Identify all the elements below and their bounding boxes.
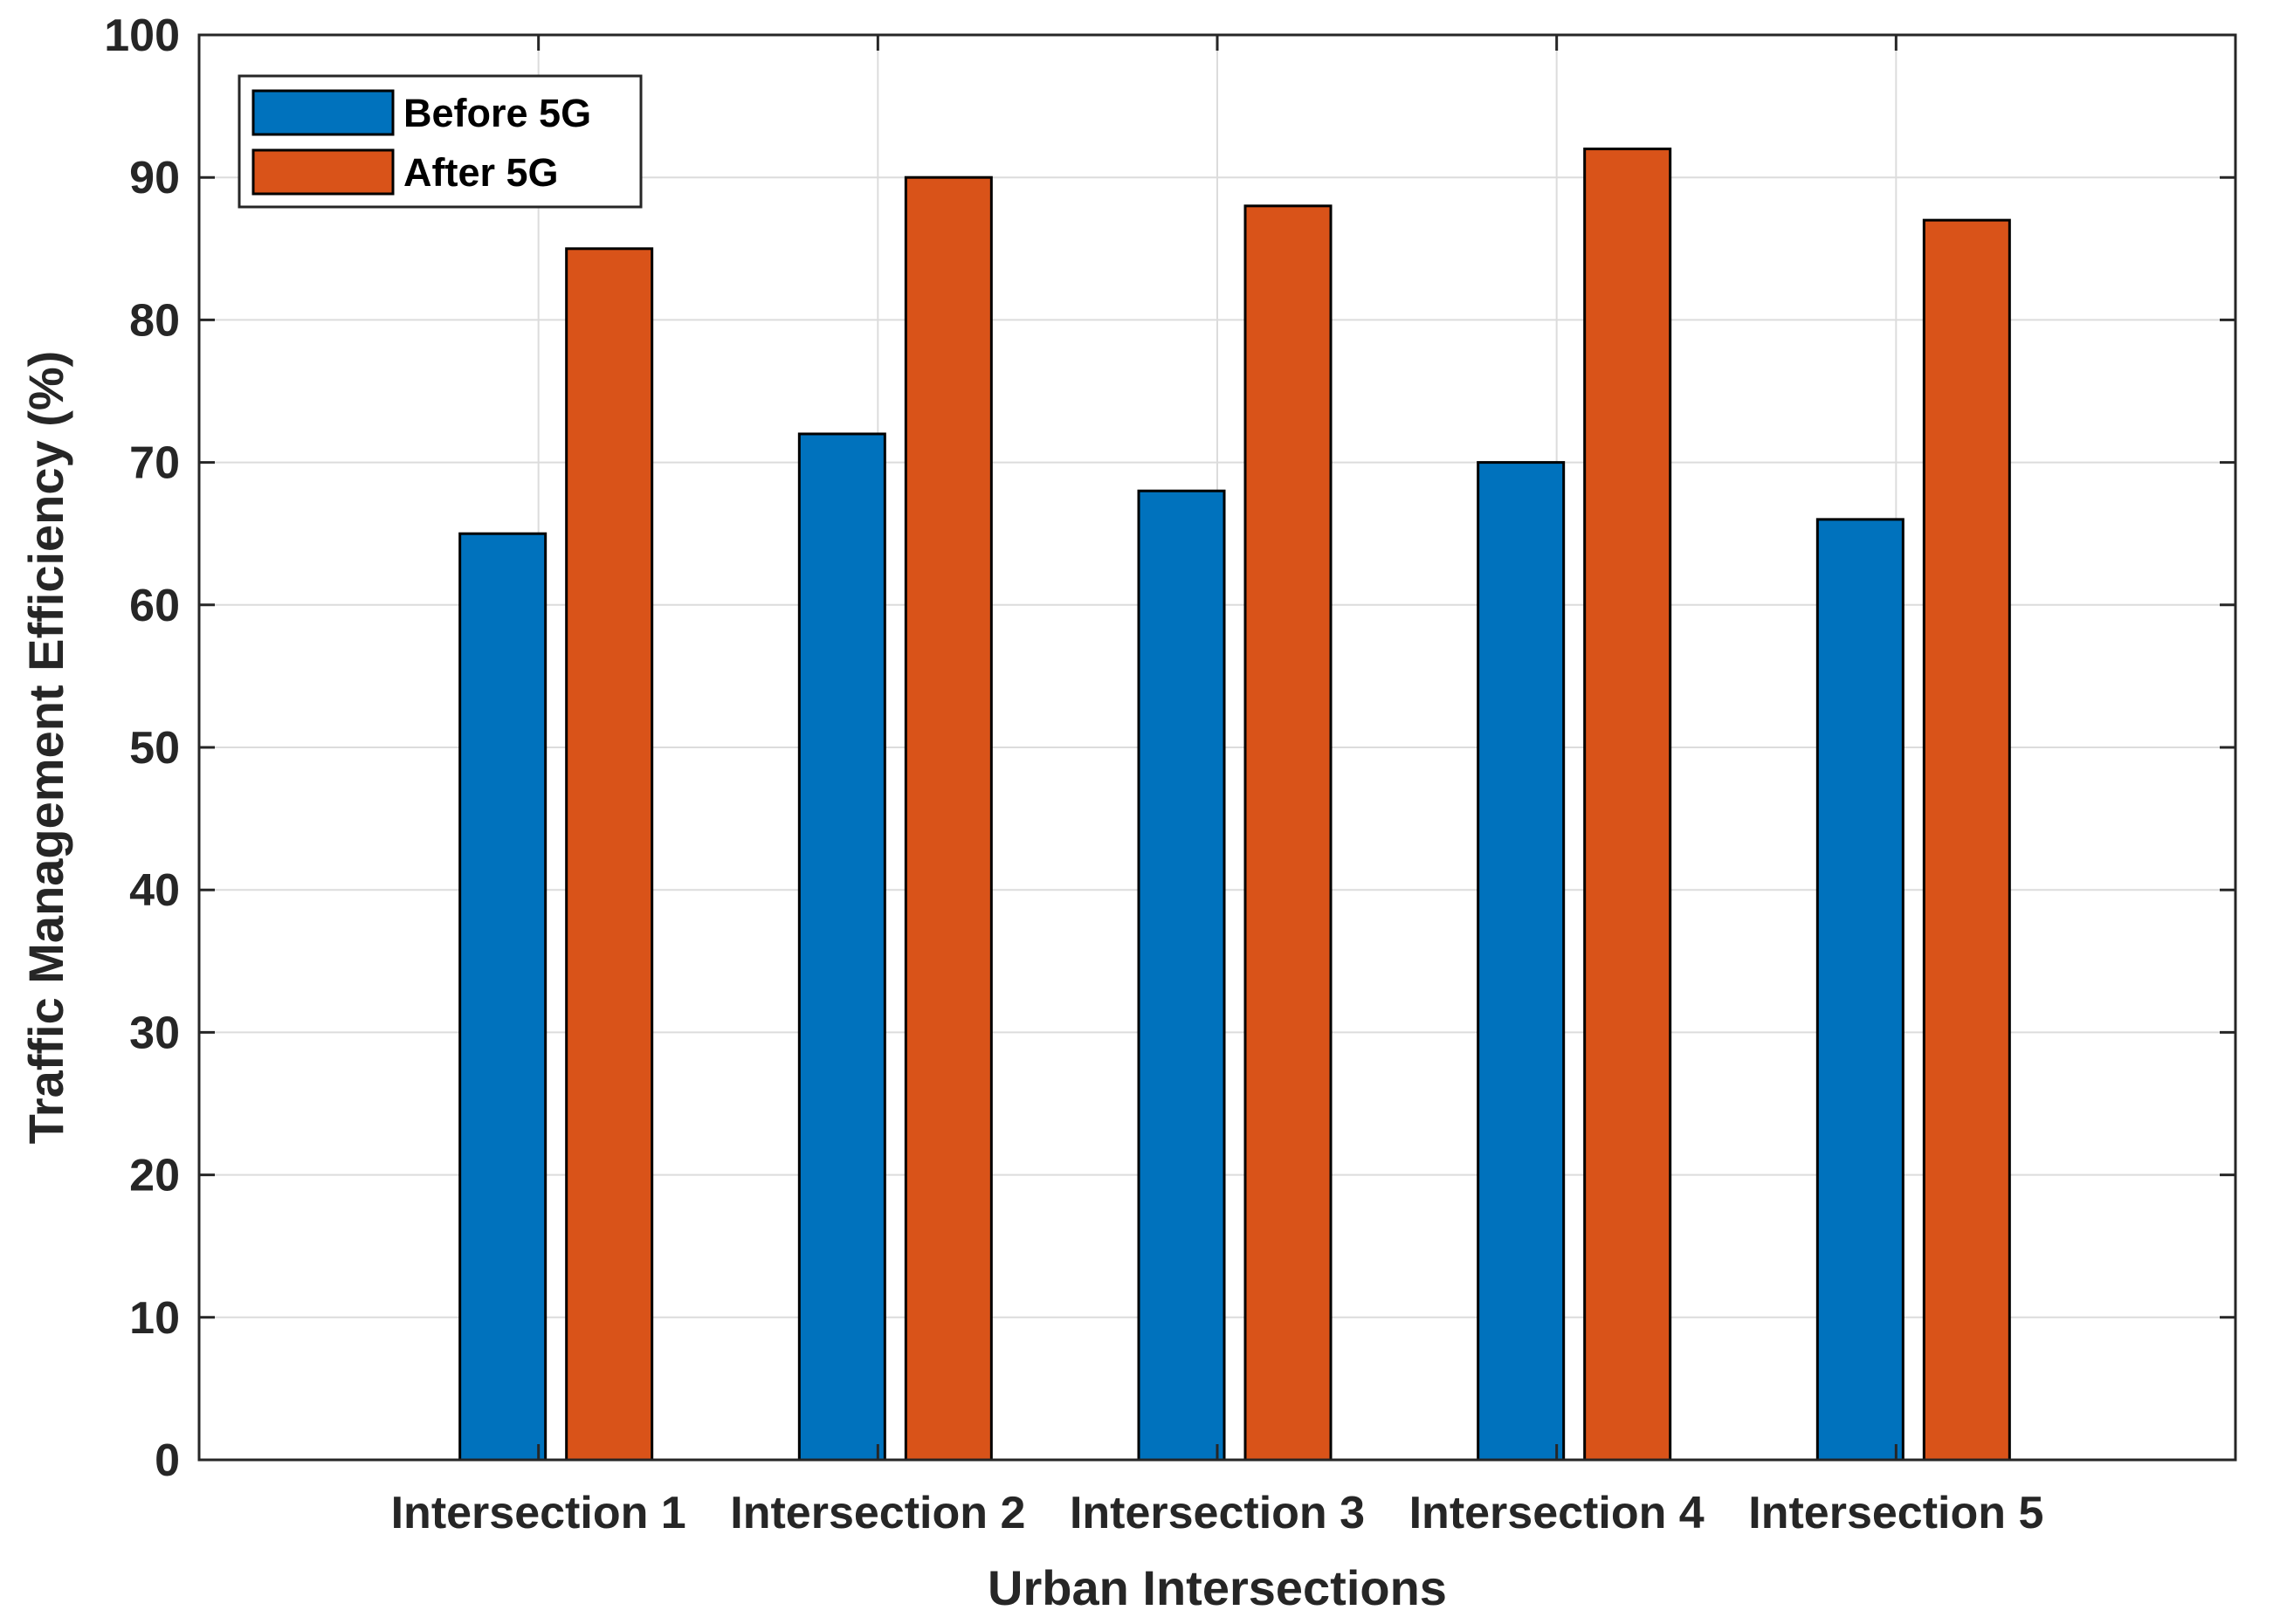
x-axis-label: Urban Intersections bbox=[988, 1560, 1447, 1615]
y-tick-label: 80 bbox=[129, 295, 180, 346]
bar-after-5g-3 bbox=[1243, 204, 1333, 1462]
x-tick-label: Intersection 1 bbox=[391, 1488, 686, 1538]
x-tick-label: Intersection 2 bbox=[730, 1488, 1025, 1538]
legend-swatch-before-5g bbox=[251, 89, 395, 136]
bar-after-5g-4 bbox=[1583, 148, 1672, 1462]
y-tick-label: 70 bbox=[129, 438, 180, 489]
bar-after-5g-2 bbox=[904, 175, 993, 1462]
x-tick-label: Intersection 4 bbox=[1409, 1488, 1705, 1538]
bar-after-5g-1 bbox=[565, 247, 654, 1462]
y-tick-label: 20 bbox=[129, 1151, 180, 1201]
bar-after-5g-5 bbox=[1922, 218, 2011, 1462]
y-tick-label: 30 bbox=[129, 1008, 180, 1058]
y-axis-label: Traffic Management Efficiency (%) bbox=[18, 351, 73, 1145]
tick-marks bbox=[199, 33, 2235, 1462]
bar-before-5g-2 bbox=[797, 432, 886, 1462]
y-tick-label: 50 bbox=[129, 723, 180, 774]
y-tick-label: 90 bbox=[129, 153, 180, 203]
legend-label-before-5g: Before 5G bbox=[403, 91, 591, 135]
x-tick-labels: Intersection 1 Intersection 2 Intersection… bbox=[391, 1488, 2044, 1538]
legend-swatch-after-5g bbox=[251, 148, 395, 196]
y-tick-labels: 0 10 20 30 40 50 60 70 80 90 100 bbox=[104, 10, 180, 1486]
bar-before-5g-1 bbox=[458, 532, 548, 1462]
bar-before-5g-5 bbox=[1815, 518, 1904, 1462]
bars bbox=[458, 148, 2011, 1462]
y-tick-label: 10 bbox=[129, 1293, 180, 1344]
legend: Before 5G After 5G bbox=[238, 74, 643, 209]
bar-before-5g-3 bbox=[1137, 489, 1226, 1462]
y-tick-label: 60 bbox=[129, 581, 180, 631]
y-tick-label: 40 bbox=[129, 865, 180, 916]
x-tick-label: Intersection 3 bbox=[1070, 1488, 1365, 1538]
y-tick-label: 100 bbox=[104, 10, 180, 61]
legend-label-after-5g: After 5G bbox=[403, 150, 559, 195]
y-tick-label: 0 bbox=[155, 1435, 180, 1486]
bar-before-5g-4 bbox=[1477, 461, 1566, 1462]
x-tick-label: Intersection 5 bbox=[1748, 1488, 2043, 1538]
